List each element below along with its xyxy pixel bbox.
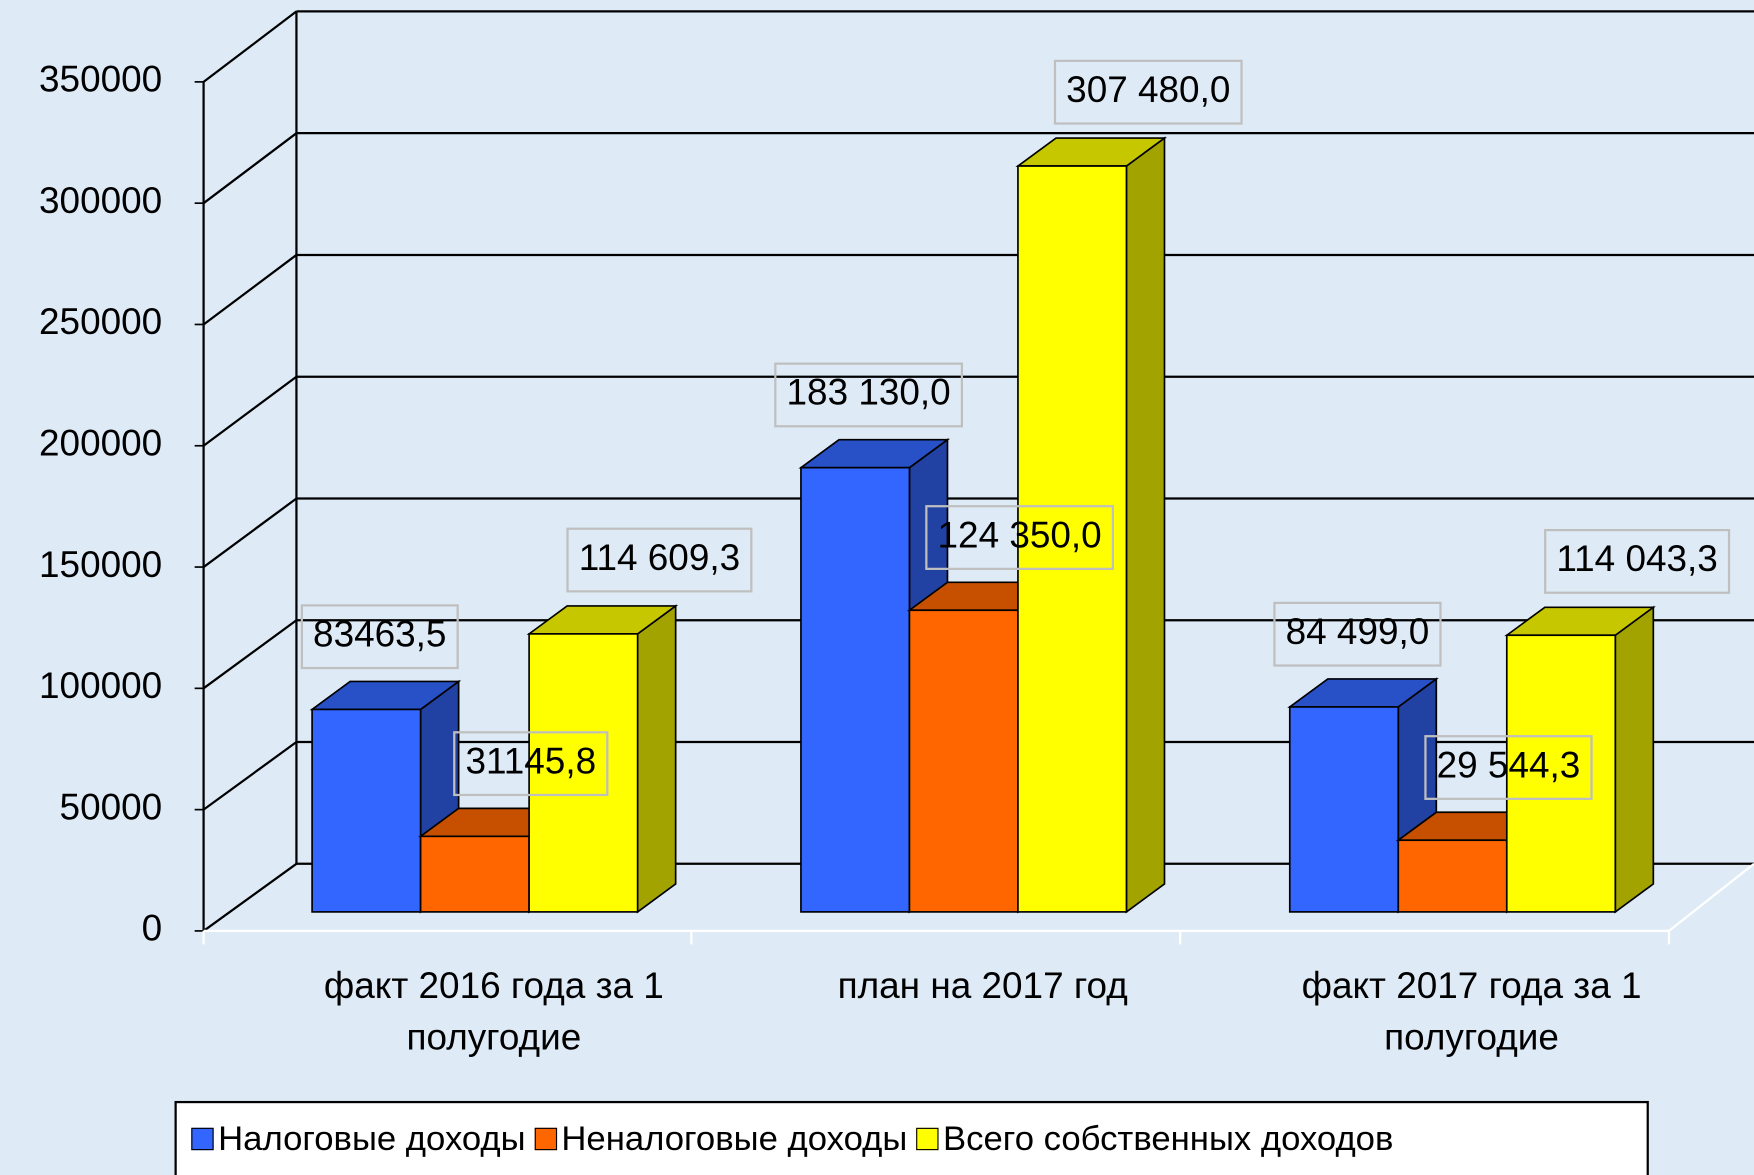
x-tick-label: факт 2016 года за 1 полугодие	[323, 964, 664, 1058]
legend-swatch	[534, 1127, 557, 1151]
legend-swatch	[191, 1127, 214, 1151]
legend-item: Налоговые доходы	[191, 1118, 526, 1159]
y-tick-label: 250000	[39, 301, 162, 342]
legend-items: Налоговые доходы Неналоговые доходы Всего …	[176, 1102, 1648, 1175]
data-label: 84 499,0	[1286, 611, 1430, 652]
bar-side	[1614, 605, 1655, 914]
data-label-box	[925, 505, 1115, 570]
data-label-box	[774, 362, 964, 428]
legend-label: Всего собственных доходов	[943, 1118, 1394, 1158]
y-tick-label: 0	[142, 908, 163, 949]
grid-line	[202, 497, 298, 568]
legend-label: Налоговые доходы	[218, 1118, 526, 1158]
x-tick-label: план на 2017 год	[837, 964, 1128, 1006]
grid-line	[202, 741, 298, 811]
data-label: 31145,8	[465, 740, 596, 781]
legend: Налоговые доходы Неналоговые доходы Всего …	[176, 1102, 1648, 1175]
bar-front	[311, 708, 422, 913]
grid-line	[202, 862, 298, 932]
x-tick-label-box: факт 2017 года за 1 полугодие	[1301, 964, 1642, 1058]
x-tick-label-box: план на 2017 год	[837, 964, 1128, 1006]
grid-line	[202, 619, 298, 690]
bar	[526, 604, 679, 914]
legend-label: Неналоговые доходы	[561, 1118, 908, 1158]
data-label-box	[566, 527, 753, 593]
data-label: 83463,5	[313, 613, 446, 654]
data-label: 114 043,3	[1556, 538, 1717, 579]
bar-front	[1288, 706, 1400, 913]
y-tick-label: 300000	[39, 180, 162, 221]
bar	[1504, 605, 1656, 914]
data-label: 29 544,3	[1437, 744, 1581, 785]
bar-front	[800, 466, 911, 913]
y-tick-label: 150000	[39, 544, 162, 585]
data-label-box	[1424, 735, 1593, 800]
bar-front	[908, 609, 1019, 913]
bar-side	[1125, 136, 1166, 914]
legend-swatch	[916, 1127, 939, 1151]
data-label: 307 480,0	[1066, 69, 1230, 110]
data-label-box	[453, 731, 609, 797]
data-label: 124 350,0	[938, 514, 1102, 555]
data-label: 114 609,3	[579, 537, 740, 578]
grid-line	[202, 375, 298, 447]
bar-front	[1397, 839, 1508, 913]
data-label-box	[1544, 528, 1731, 594]
data-label-box	[1053, 59, 1243, 125]
grid-line	[202, 10, 298, 83]
x-tick-label-box: факт 2016 года за 1 полугодие	[323, 964, 664, 1058]
grid-line	[202, 132, 298, 205]
data-label: 183 130,0	[787, 372, 951, 413]
bar	[1015, 136, 1168, 914]
legend-item: Неналоговые доходы	[534, 1118, 908, 1159]
legend-box	[174, 1100, 1649, 1175]
bar-side	[636, 604, 677, 914]
y-tick-label: 50000	[60, 786, 163, 827]
floor-right	[1668, 862, 1754, 932]
grid-line	[202, 254, 298, 326]
bar-front	[528, 633, 639, 913]
y-tick-label: 350000	[39, 59, 162, 100]
y-tick-label: 100000	[39, 665, 162, 706]
data-label-box	[300, 604, 459, 670]
bar-front	[1505, 634, 1617, 913]
data-label-box	[1273, 601, 1442, 667]
x-tick-label: факт 2017 года за 1 полугодие	[1301, 964, 1642, 1058]
bar-front	[419, 835, 530, 913]
legend-item: Всего собственных доходов	[916, 1119, 1393, 1159]
bar-front	[1017, 165, 1128, 913]
y-tick-label: 200000	[39, 423, 162, 464]
